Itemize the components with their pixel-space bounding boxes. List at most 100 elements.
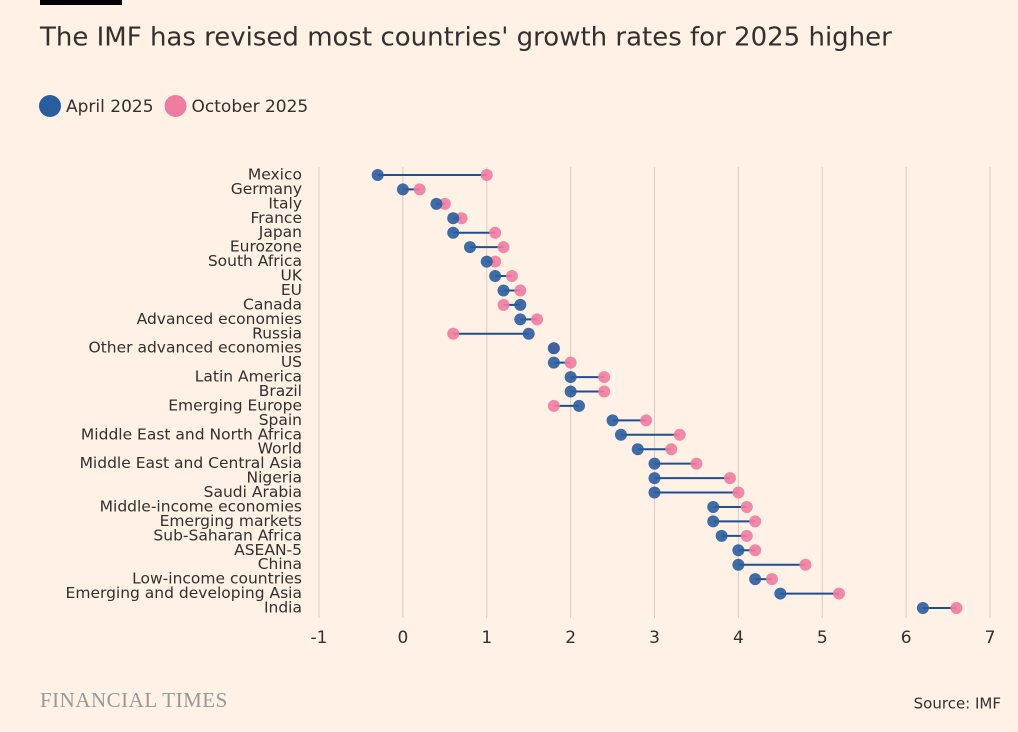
dot bbox=[690, 457, 703, 470]
y-tick-label: France bbox=[250, 209, 302, 227]
dot bbox=[598, 385, 611, 398]
y-tick-label: Mexico bbox=[248, 166, 302, 184]
y-tick-label: Latin America bbox=[195, 368, 302, 386]
x-tick-label: 4 bbox=[733, 628, 744, 648]
legend-swatch bbox=[164, 95, 187, 117]
y-tick-label: India bbox=[264, 599, 302, 617]
x-tick-label: 7 bbox=[985, 628, 996, 648]
dot bbox=[631, 443, 644, 456]
y-tick-label: Sub-Saharan Africa bbox=[153, 526, 302, 544]
y-tick-label: Canada bbox=[243, 295, 302, 313]
dot bbox=[749, 573, 762, 586]
dot bbox=[564, 385, 577, 398]
x-tick-label: 1 bbox=[481, 628, 492, 648]
x-tick-label: 5 bbox=[817, 628, 828, 648]
y-tick-label: Low-income countries bbox=[132, 570, 302, 588]
y-tick-label: Middle East and Central Asia bbox=[80, 454, 302, 472]
dot bbox=[715, 529, 728, 542]
x-tick-label: 6 bbox=[901, 628, 912, 648]
x-tick-label: 2 bbox=[565, 628, 576, 648]
dot bbox=[447, 212, 460, 225]
dot bbox=[396, 183, 409, 196]
x-tick-label: 3 bbox=[649, 628, 660, 648]
y-tick-label: Emerging markets bbox=[160, 512, 302, 530]
y-tick-label: Nigeria bbox=[247, 469, 302, 487]
chart-title: The IMF has revised most countries' grow… bbox=[39, 23, 892, 53]
dot bbox=[573, 399, 586, 412]
y-tick-label: Emerging Europe bbox=[168, 396, 302, 414]
y-tick-label: Other advanced economies bbox=[89, 339, 302, 357]
dot bbox=[648, 457, 661, 470]
dot bbox=[749, 515, 762, 528]
dot bbox=[413, 183, 426, 196]
dot bbox=[598, 371, 611, 384]
dot bbox=[723, 472, 736, 485]
dot bbox=[833, 587, 846, 600]
dot bbox=[732, 486, 745, 499]
legend-label: April 2025 bbox=[66, 97, 154, 117]
dot bbox=[497, 298, 510, 311]
dot bbox=[522, 327, 535, 340]
y-tick-label: US bbox=[281, 353, 302, 371]
dot bbox=[447, 226, 460, 239]
dot bbox=[497, 241, 510, 254]
y-tick-label: Saudi Arabia bbox=[204, 483, 302, 501]
dot bbox=[514, 298, 527, 311]
y-tick-label: Italy bbox=[268, 194, 302, 212]
y-tick-label: Middle-income economies bbox=[100, 497, 302, 515]
dot bbox=[489, 270, 502, 283]
dot bbox=[447, 327, 460, 340]
legend-swatch bbox=[39, 95, 61, 117]
dot bbox=[732, 544, 745, 557]
dot bbox=[606, 414, 619, 427]
dot bbox=[489, 226, 502, 239]
y-tick-label: Spain bbox=[259, 411, 302, 429]
y-tick-label: ASEAN-5 bbox=[234, 541, 302, 559]
dot bbox=[547, 399, 560, 412]
y-tick-label: Japan bbox=[258, 223, 302, 241]
dot bbox=[707, 500, 720, 513]
dot bbox=[707, 515, 720, 528]
dot bbox=[430, 197, 443, 210]
dot bbox=[547, 342, 560, 355]
x-tick-label: 0 bbox=[397, 628, 408, 648]
y-tick-label: Eurozone bbox=[230, 238, 302, 256]
dot bbox=[774, 587, 787, 600]
dot bbox=[614, 428, 627, 441]
dot bbox=[740, 529, 753, 542]
dot bbox=[564, 356, 577, 369]
dot bbox=[740, 500, 753, 513]
dot bbox=[673, 428, 686, 441]
y-tick-label: World bbox=[258, 440, 302, 458]
y-tick-label: Emerging and developing Asia bbox=[66, 584, 302, 602]
x-tick-label: -1 bbox=[311, 628, 328, 648]
dot bbox=[514, 313, 527, 326]
dot bbox=[732, 558, 745, 571]
dot bbox=[648, 486, 661, 499]
dot bbox=[547, 356, 560, 369]
y-tick-label: Russia bbox=[252, 324, 302, 342]
dot bbox=[505, 270, 518, 283]
dot bbox=[480, 169, 493, 181]
y-tick-label: Advanced economies bbox=[137, 310, 302, 328]
brand: FINANCIAL TIMES bbox=[40, 688, 228, 712]
y-tick-label: Middle East and North Africa bbox=[81, 425, 302, 443]
y-tick-label: China bbox=[258, 555, 302, 573]
y-tick-label: South Africa bbox=[208, 252, 302, 270]
y-tick-label: EU bbox=[281, 281, 302, 299]
dot bbox=[455, 212, 468, 225]
y-tick-label: Brazil bbox=[259, 382, 302, 400]
dot bbox=[497, 284, 510, 297]
dot bbox=[371, 169, 384, 181]
source: Source: IMF bbox=[914, 695, 1001, 713]
y-tick-label: Germany bbox=[231, 180, 302, 198]
dot bbox=[648, 472, 661, 485]
dot bbox=[438, 197, 451, 210]
dot bbox=[480, 255, 493, 268]
top-bar bbox=[40, 0, 122, 5]
dot bbox=[640, 414, 653, 427]
y-tick-label: UK bbox=[280, 267, 302, 285]
dot bbox=[749, 544, 762, 557]
dot bbox=[514, 284, 527, 297]
dot bbox=[916, 602, 929, 614]
